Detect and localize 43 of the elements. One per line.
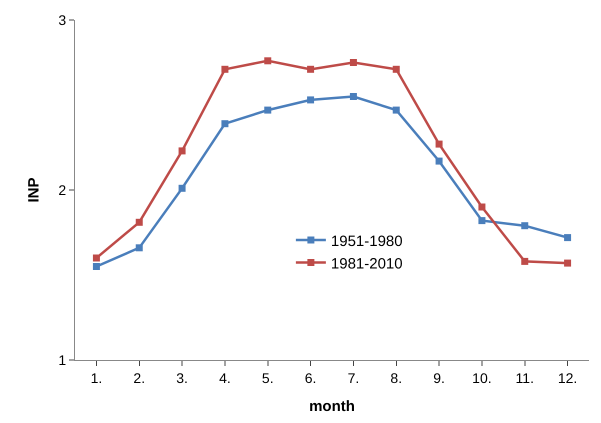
point: [92, 254, 100, 262]
point: [307, 96, 314, 104]
point: [564, 234, 572, 242]
point: [436, 158, 443, 165]
point: [178, 184, 186, 192]
legend-label: 1951-1980: [330, 232, 403, 250]
point: [521, 222, 528, 230]
point: [264, 106, 272, 114]
point: [136, 244, 143, 252]
point: [136, 218, 143, 226]
point: [392, 106, 400, 114]
point: [92, 263, 100, 270]
x-tick-label: 5.: [262, 370, 274, 386]
y-axis-title: INP: [26, 177, 43, 203]
point: [478, 204, 486, 210]
point: [350, 59, 357, 66]
point: [392, 66, 400, 73]
point: [221, 66, 228, 73]
x-tick-label: 4.: [219, 370, 231, 386]
point: [307, 66, 314, 73]
point: [178, 147, 186, 154]
x-tick-label: 8.: [390, 370, 402, 386]
point: [221, 120, 228, 128]
x-tick-label: 9.: [433, 370, 445, 386]
x-tick-label: 6.: [304, 370, 316, 386]
point: [264, 57, 272, 64]
y-tick-label: 1: [58, 352, 66, 368]
x-tick-label: 2.: [133, 370, 146, 386]
x-tick-label: 11.: [516, 370, 534, 386]
x-tick-label: 3.: [176, 370, 188, 386]
y-tick-label: 2: [58, 182, 66, 198]
point: [478, 217, 486, 224]
point: [436, 140, 443, 148]
point: [521, 258, 528, 265]
point: [564, 260, 572, 267]
x-tick-label: 12.: [558, 370, 578, 386]
point: [350, 93, 357, 100]
x-tick-label: 10.: [472, 370, 492, 386]
legend-label: 1981-2010: [330, 255, 403, 272]
x-tick-label: 7.: [348, 370, 360, 386]
x-axis-title: month: [309, 398, 355, 415]
y-tick-label: 3: [58, 12, 66, 28]
x-tick-label: 1.: [90, 370, 102, 386]
